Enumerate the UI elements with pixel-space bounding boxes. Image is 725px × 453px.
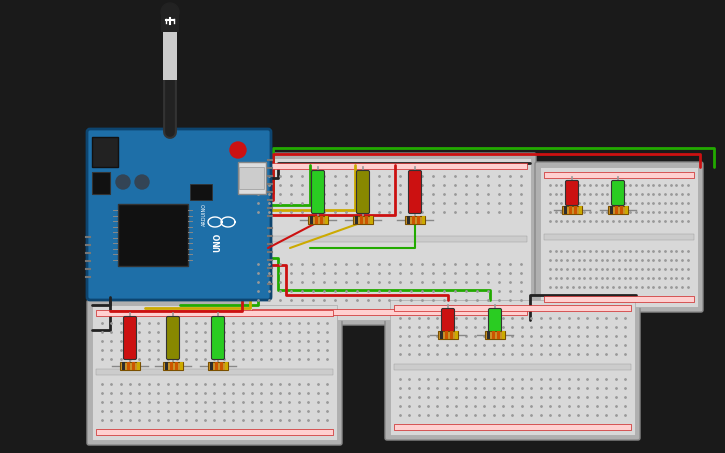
Bar: [208, 362, 228, 370]
Bar: [579, 206, 582, 214]
Bar: [394, 305, 631, 311]
FancyBboxPatch shape: [312, 170, 325, 213]
Bar: [118, 204, 188, 266]
Circle shape: [135, 175, 149, 189]
Bar: [417, 216, 420, 224]
Bar: [445, 331, 448, 339]
FancyBboxPatch shape: [611, 180, 624, 206]
Circle shape: [230, 142, 246, 158]
Bar: [175, 362, 178, 370]
Text: UNO: UNO: [213, 232, 223, 251]
Bar: [390, 300, 635, 435]
FancyBboxPatch shape: [357, 170, 370, 213]
Bar: [544, 172, 694, 178]
FancyBboxPatch shape: [535, 162, 703, 312]
FancyBboxPatch shape: [489, 308, 502, 333]
Bar: [502, 331, 505, 339]
FancyBboxPatch shape: [408, 170, 421, 213]
Bar: [170, 362, 173, 370]
Bar: [308, 216, 328, 224]
FancyBboxPatch shape: [566, 180, 579, 206]
Bar: [122, 362, 125, 370]
Bar: [163, 30, 177, 80]
FancyBboxPatch shape: [243, 153, 536, 325]
FancyBboxPatch shape: [123, 317, 136, 360]
Bar: [407, 216, 410, 224]
Bar: [455, 331, 458, 339]
Bar: [320, 216, 323, 224]
Bar: [370, 216, 373, 224]
Bar: [310, 216, 313, 224]
Bar: [132, 362, 135, 370]
Bar: [92, 305, 337, 440]
Bar: [96, 310, 333, 316]
Bar: [422, 216, 425, 224]
Bar: [163, 362, 183, 370]
Bar: [252, 236, 527, 242]
Bar: [540, 167, 698, 307]
Bar: [210, 362, 213, 370]
Bar: [412, 216, 415, 224]
Bar: [438, 331, 458, 339]
Bar: [92, 137, 118, 167]
Bar: [96, 369, 333, 375]
Bar: [239, 167, 264, 189]
Bar: [564, 206, 567, 214]
Bar: [238, 162, 266, 194]
Bar: [487, 331, 490, 339]
Bar: [225, 362, 228, 370]
Bar: [161, 12, 179, 32]
Bar: [355, 216, 358, 224]
Bar: [450, 331, 453, 339]
Circle shape: [161, 3, 179, 21]
Bar: [127, 362, 130, 370]
Bar: [394, 364, 631, 370]
Bar: [544, 296, 694, 302]
Bar: [137, 362, 140, 370]
Bar: [353, 216, 373, 224]
Bar: [615, 206, 618, 214]
FancyBboxPatch shape: [442, 308, 455, 333]
Bar: [252, 309, 527, 315]
Circle shape: [116, 175, 130, 189]
Bar: [365, 216, 368, 224]
FancyBboxPatch shape: [385, 295, 640, 440]
FancyBboxPatch shape: [167, 317, 180, 360]
Bar: [190, 184, 212, 200]
Bar: [405, 216, 425, 224]
Bar: [625, 206, 628, 214]
Bar: [620, 206, 623, 214]
Bar: [608, 206, 628, 214]
Bar: [440, 331, 443, 339]
Bar: [610, 206, 613, 214]
Bar: [220, 362, 223, 370]
FancyBboxPatch shape: [87, 129, 271, 300]
Bar: [492, 331, 495, 339]
Bar: [394, 424, 631, 430]
Bar: [180, 362, 183, 370]
Bar: [325, 216, 328, 224]
Bar: [96, 429, 333, 435]
Bar: [497, 331, 500, 339]
Text: ARDUINO: ARDUINO: [202, 202, 207, 226]
Bar: [360, 216, 363, 224]
Bar: [120, 362, 140, 370]
Bar: [248, 158, 531, 320]
Bar: [485, 331, 505, 339]
Bar: [315, 216, 318, 224]
FancyBboxPatch shape: [87, 300, 342, 445]
Bar: [165, 362, 168, 370]
FancyBboxPatch shape: [212, 317, 225, 360]
Bar: [569, 206, 572, 214]
Bar: [215, 362, 218, 370]
Bar: [544, 234, 694, 240]
Bar: [92, 172, 110, 194]
Bar: [562, 206, 582, 214]
Bar: [574, 206, 577, 214]
Bar: [252, 163, 527, 169]
